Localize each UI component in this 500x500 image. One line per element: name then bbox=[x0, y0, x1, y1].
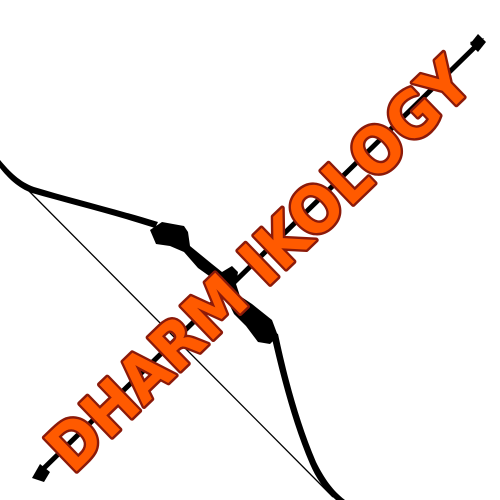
arrow-fletching bbox=[32, 464, 50, 482]
arrow-head-tip bbox=[470, 34, 486, 52]
logo-text: DHARM IKOLOGY bbox=[33, 44, 488, 487]
bow-riser bbox=[150, 222, 278, 344]
bow-lower-limb bbox=[270, 330, 345, 500]
bow-upper-limb bbox=[0, 160, 158, 228]
arrow-shaft bbox=[38, 42, 480, 474]
